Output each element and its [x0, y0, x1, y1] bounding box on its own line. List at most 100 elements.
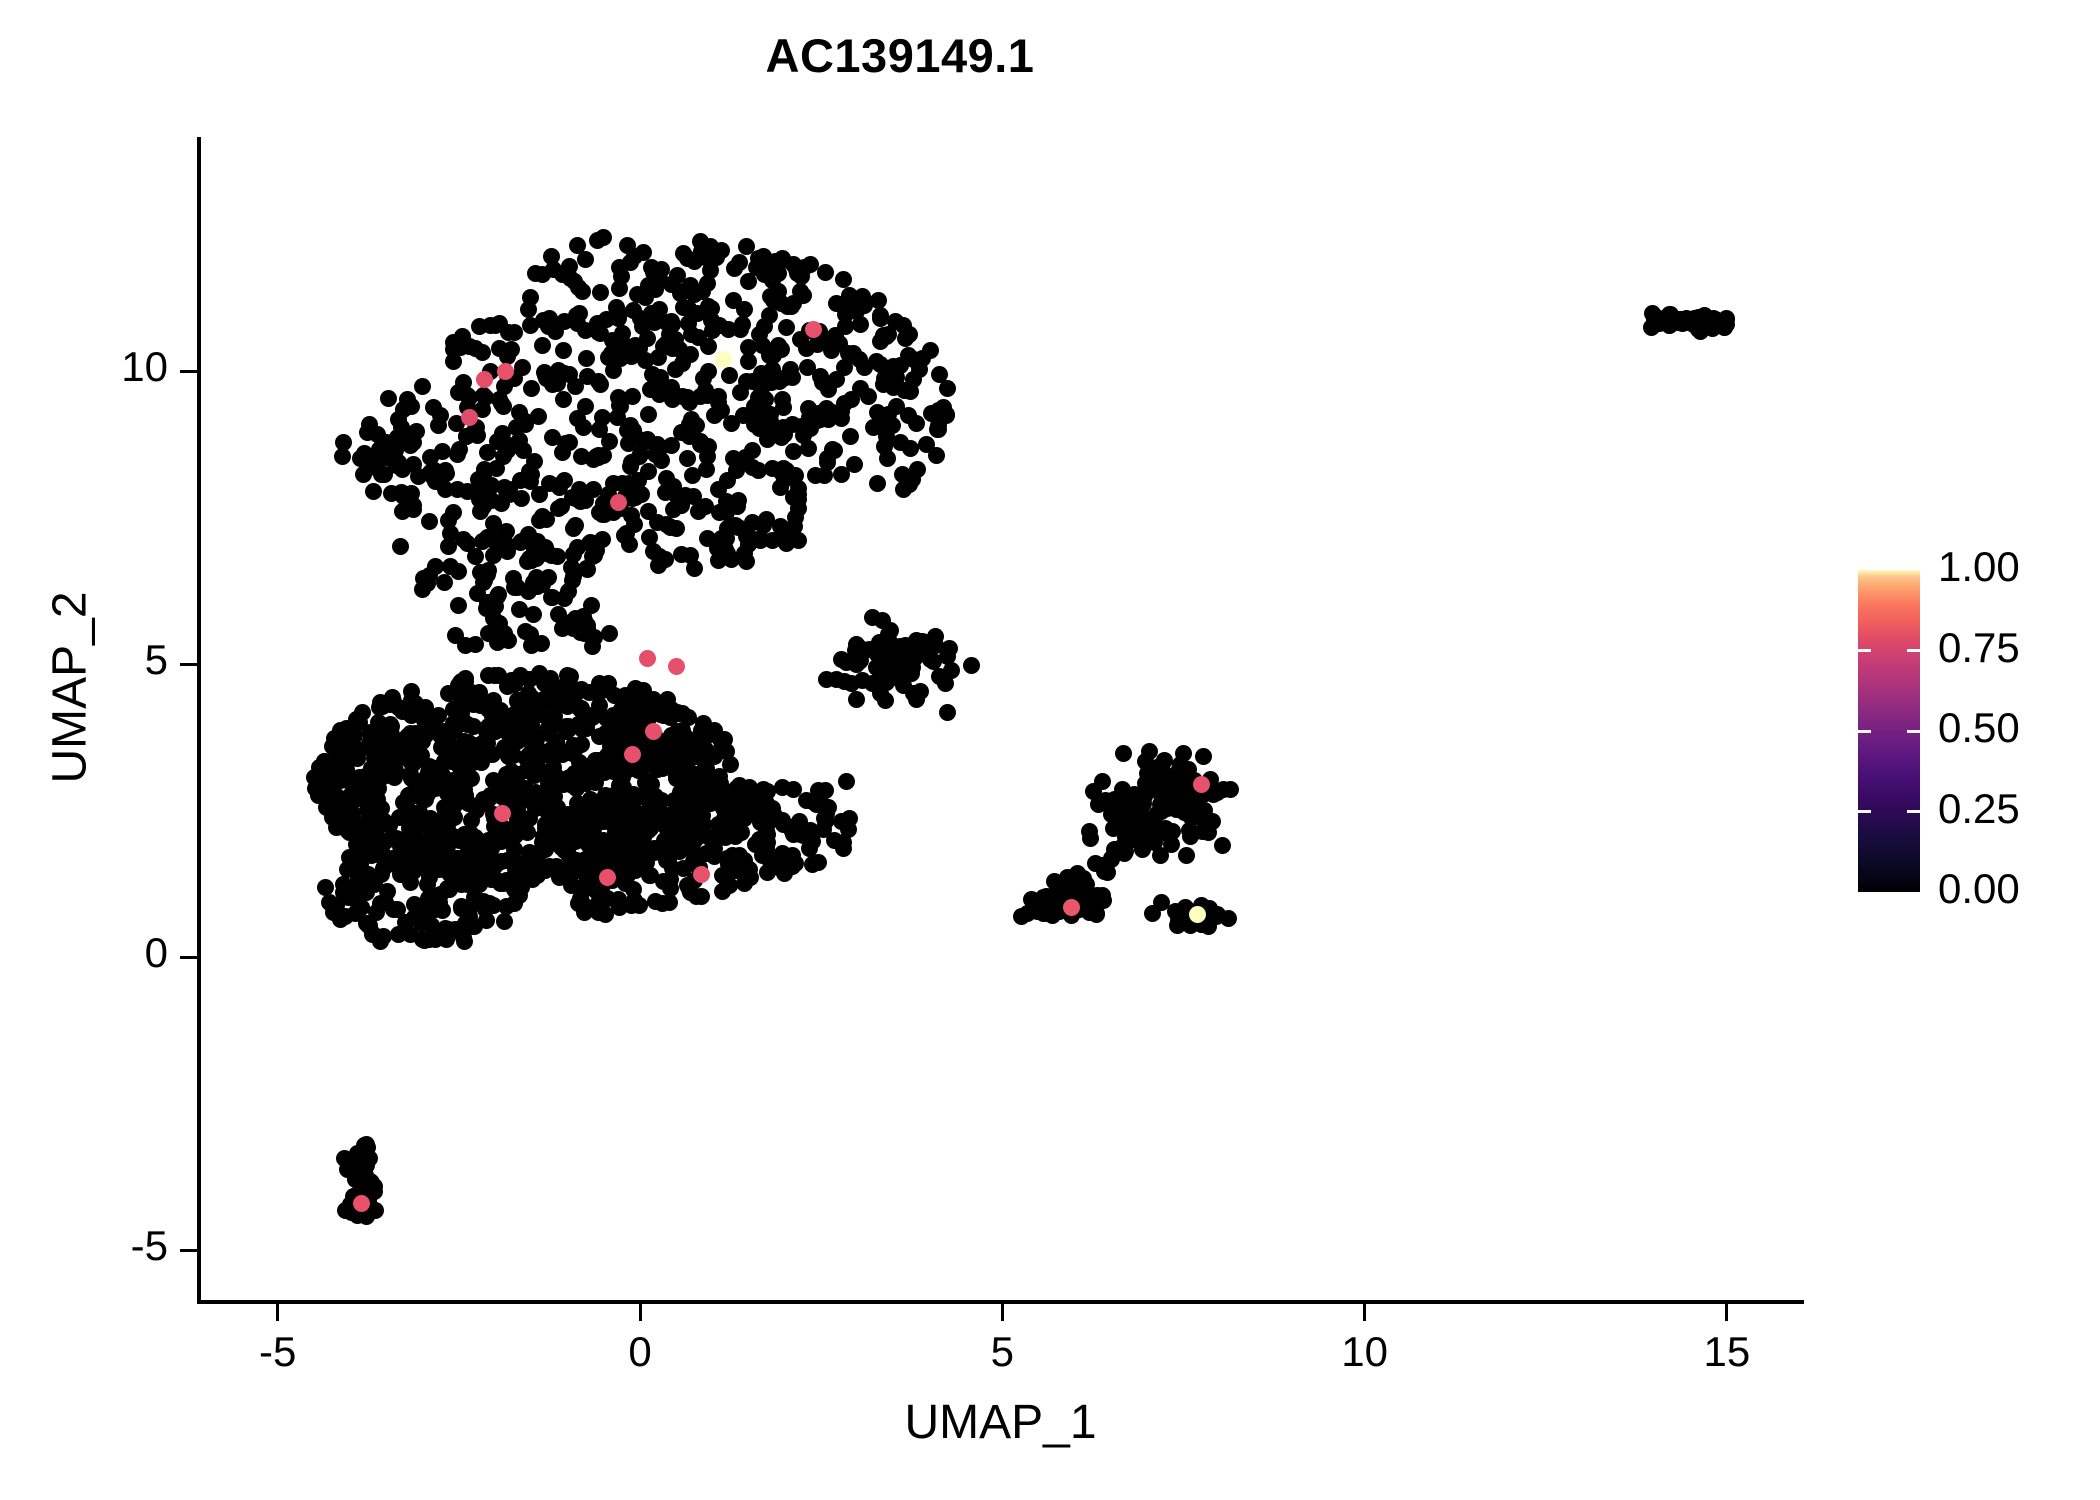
scatter-point: [555, 390, 573, 408]
scatter-point: [466, 635, 484, 653]
scatter-point: [495, 531, 513, 549]
scatter-point: [525, 452, 543, 470]
scatter-point: [448, 414, 466, 432]
scatter-point: [450, 440, 468, 458]
scatter-point: [590, 503, 608, 521]
scatter-point: [513, 359, 531, 377]
scatter-point: [846, 456, 863, 474]
scatter-point: [1105, 791, 1123, 809]
scatter-point: [756, 266, 774, 284]
scatter-point: [582, 597, 600, 614]
scatter-point: [507, 418, 525, 436]
scatter-point: [618, 422, 636, 440]
x-tick-mark: [1363, 1304, 1367, 1321]
scatter-point: [394, 503, 412, 521]
scatter-point: [452, 695, 470, 713]
scatter-point: [799, 440, 817, 458]
x-tick-mark: [1000, 1304, 1004, 1321]
scatter-point: [543, 429, 561, 447]
scatter-point: [654, 701, 672, 719]
scatter-point: [523, 380, 541, 398]
scatter-point: [518, 552, 536, 570]
scatter-point: [1181, 827, 1199, 845]
scatter-point: [604, 361, 622, 379]
scatter-point: [432, 406, 450, 424]
scatter-point: [616, 875, 634, 893]
scatter-point: [751, 402, 769, 420]
scatter-point: [637, 352, 655, 370]
colorbar-tick-label: 0.50: [1938, 704, 2020, 751]
scatter-point: [1129, 791, 1147, 809]
scatter-point: [536, 861, 554, 879]
scatter-point: [938, 380, 956, 398]
scatter-point: [610, 388, 628, 406]
scatter-point: [469, 427, 487, 445]
y-tick-label: 0: [144, 929, 168, 976]
scatter-point: [697, 759, 715, 777]
scatter-point: [816, 264, 834, 282]
scatter-point: [840, 809, 858, 827]
scatter-point: [573, 283, 591, 301]
scatter-point: [706, 406, 724, 424]
scatter-point: [718, 504, 736, 522]
scatter-point: [784, 443, 802, 461]
scatter-point: [903, 658, 921, 676]
scatter-point: [775, 864, 793, 882]
scatter-point: [784, 825, 802, 843]
scatter-point: [693, 241, 711, 259]
scatter-point: [723, 414, 741, 432]
scatter-point: [493, 425, 511, 443]
y-axis-label: UMAP_2: [43, 591, 97, 784]
scatter-point: [480, 895, 498, 913]
scatter-point: [519, 301, 537, 319]
scatter-point: [555, 472, 573, 490]
scatter-point: [1214, 836, 1232, 854]
scatter-point: [611, 280, 629, 298]
scatter-point: [887, 312, 905, 330]
scatter-point: [695, 369, 713, 387]
scatter-point: [651, 548, 669, 566]
scatter-point: [553, 265, 571, 283]
scatter-point: [441, 880, 459, 898]
scatter-point: [404, 863, 422, 881]
scatter-point: [907, 632, 925, 650]
scatter-point: [744, 802, 762, 820]
scatter-point: [802, 255, 820, 273]
scatter-point: [543, 589, 561, 607]
scatter-point: [776, 528, 794, 546]
scatter-point: [522, 317, 540, 335]
scatter-point: [827, 326, 845, 344]
scatter-point: [559, 666, 577, 684]
scatter-point: [406, 724, 424, 742]
scatter-point: [512, 490, 530, 508]
scatter-point: [498, 347, 516, 365]
scatter-point: [589, 446, 607, 464]
scatter-point: [639, 463, 657, 481]
scatter-point: [588, 231, 606, 249]
scatter-point: [835, 358, 853, 376]
scatter-point: [697, 461, 715, 479]
scatter-point: [482, 316, 500, 334]
scatter-point: [505, 675, 523, 693]
scatter-point: [799, 358, 817, 376]
scatter-point: [740, 861, 758, 879]
colorbar-tick-label: 0.25: [1938, 784, 2020, 832]
scatter-point: [917, 436, 935, 454]
scatter-point: [667, 763, 685, 781]
scatter-point: [738, 238, 756, 256]
scatter-point: [446, 626, 464, 644]
scatter-point: [909, 460, 927, 478]
scatter-point: [1114, 744, 1132, 762]
scatter-point: [785, 781, 803, 799]
scatter-point: [445, 714, 463, 732]
scatter-point: [875, 375, 893, 393]
scatter-point: [873, 413, 891, 431]
scatter-point: [674, 354, 692, 372]
scatter-point: [627, 712, 645, 730]
scatter-point: [496, 625, 514, 643]
scatter-point: [474, 387, 492, 405]
scatter-point: [833, 466, 851, 484]
scatter-point: [506, 880, 524, 898]
scatter-point: [366, 875, 384, 893]
